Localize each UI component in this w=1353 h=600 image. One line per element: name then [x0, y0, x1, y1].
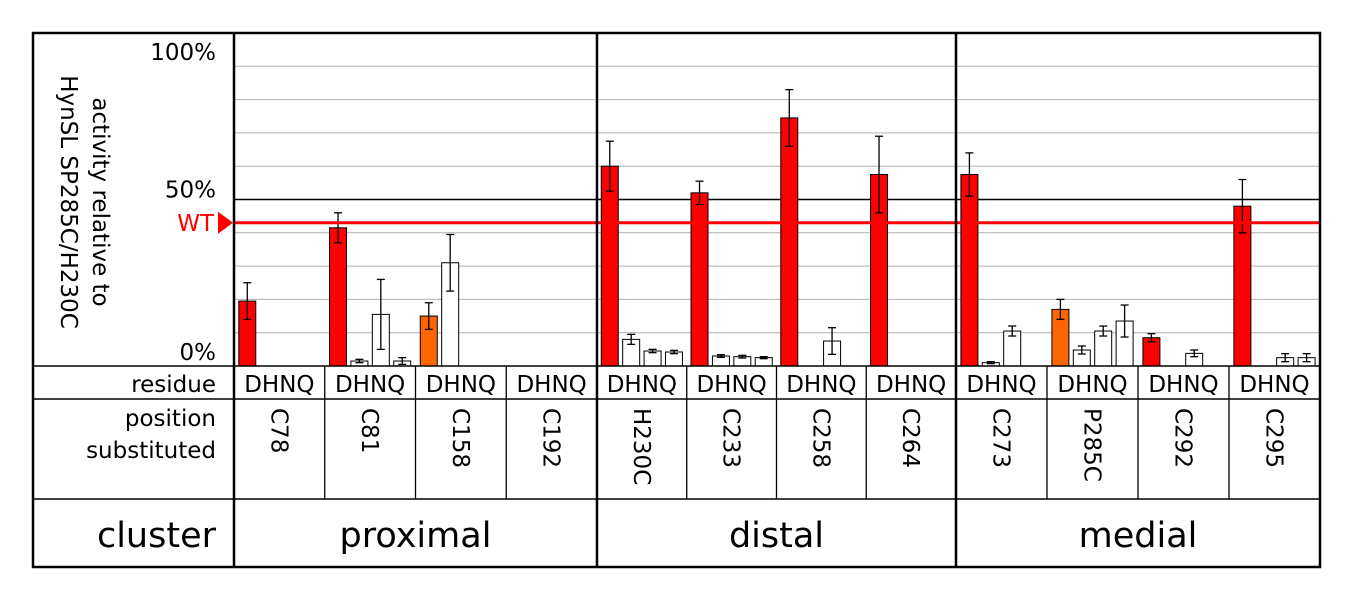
- bar-C233-D: [690, 192, 709, 367]
- wt-reference-label: WT: [177, 211, 215, 237]
- row-label-residue: residue: [131, 372, 216, 398]
- y-axis-label-line1: activity relative to: [87, 97, 113, 306]
- position-label-C158: C158: [447, 408, 473, 468]
- bar-C258-D: [780, 117, 799, 367]
- row-label-position-line1: position: [125, 406, 216, 432]
- cluster-label-distal: distal: [729, 516, 824, 556]
- position-label-C81: C81: [356, 408, 382, 453]
- category-table: DHNQ C78 DHNQ C81 DHNQ C158 DHNQ C192 proximal DH…: [31, 31, 1322, 569]
- reference-line-group: WT: [177, 211, 1320, 237]
- position-label-C233: C233: [718, 408, 744, 468]
- residue-letters: DHNQ: [966, 372, 1036, 398]
- labels: activity relative to HynSL SP285C/H230C …: [55, 40, 217, 556]
- bars: [238, 88, 1316, 367]
- row-label-position-line2: substituted: [86, 438, 216, 464]
- position-label-C78: C78: [265, 408, 291, 453]
- gridlines: [234, 65, 1320, 334]
- bar-C81-D: [329, 227, 348, 367]
- position-label-C273: C273: [988, 408, 1014, 468]
- residue-letters: DHNQ: [1148, 372, 1218, 398]
- residue-letters: DHNQ: [1057, 372, 1127, 398]
- residue-letters: DHNQ: [335, 372, 405, 398]
- cluster-label-proximal: proximal: [340, 516, 492, 556]
- residue-letters: DHNQ: [1239, 372, 1309, 398]
- row-label-cluster: cluster: [97, 516, 217, 556]
- residue-letters: DHNQ: [696, 372, 766, 398]
- position-label-C258: C258: [807, 408, 833, 468]
- cluster-label-medial: medial: [1079, 516, 1198, 556]
- residue-letters: DHNQ: [786, 372, 856, 398]
- residue-letters: DHNQ: [876, 372, 946, 398]
- position-label-C292: C292: [1170, 408, 1196, 468]
- residue-letters: DHNQ: [244, 372, 314, 398]
- position-label-H230C: H230C: [628, 408, 654, 485]
- y-axis-label-line2: HynSL SP285C/H230C: [55, 75, 81, 329]
- position-label-C192: C192: [538, 408, 564, 468]
- residue-letters: DHNQ: [516, 372, 586, 398]
- residue-letters: DHNQ: [607, 372, 677, 398]
- y-tick-label: 100%: [150, 40, 216, 66]
- y-tick-label: 50%: [165, 178, 216, 204]
- position-label-C295: C295: [1261, 408, 1287, 468]
- bar-H230C-D: [600, 165, 619, 367]
- position-label-P285C: P285C: [1079, 408, 1105, 482]
- position-label-C264: C264: [897, 408, 923, 468]
- wt-marker-triangle: [218, 211, 233, 234]
- y-tick-label: 0%: [180, 340, 217, 366]
- chart-border: [31, 31, 1322, 569]
- residue-letters: DHNQ: [426, 372, 496, 398]
- bar-C273-D: [960, 174, 979, 367]
